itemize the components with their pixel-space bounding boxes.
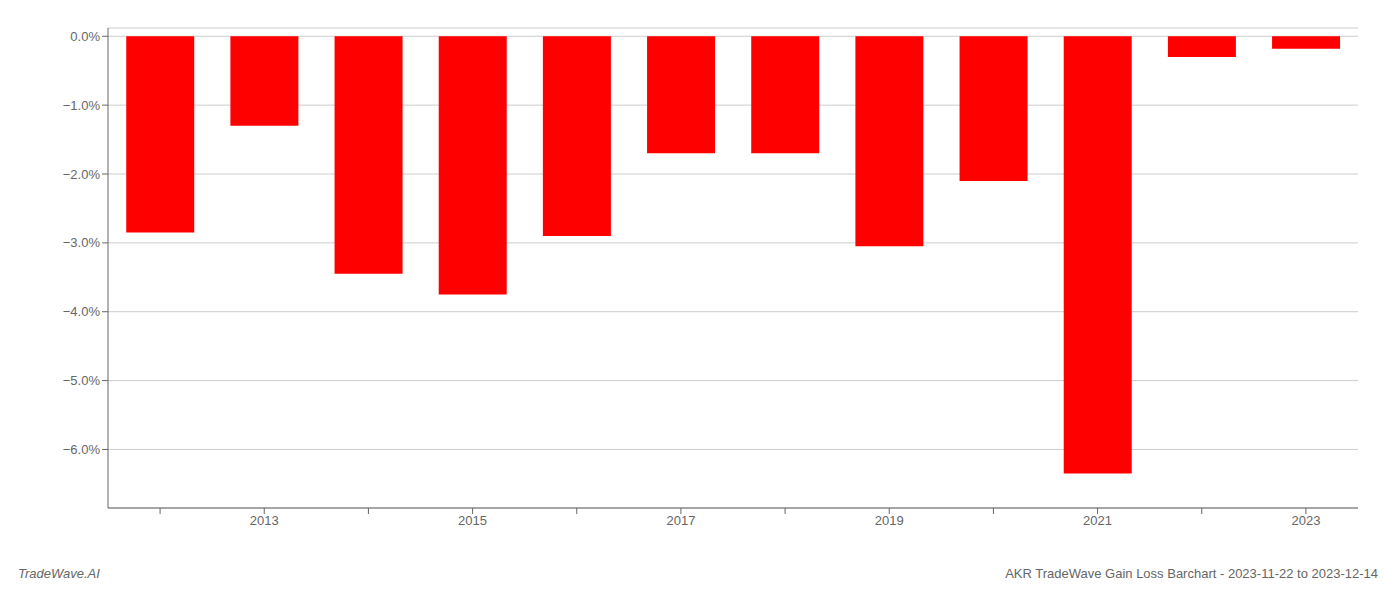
html-text:TradeWave.AI: TradeWave.AI: [18, 565, 100, 581]
html-text:AKR TradeWave Gain Loss Barcha: AKR TradeWave Gain Loss Barchart - 2023-…: [1005, 565, 1378, 581]
svg-text:2021: 2021: [1083, 513, 1112, 528]
svg-text:−5.0%: −5.0%: [63, 373, 101, 388]
svg-text:2013: 2013: [250, 513, 279, 528]
svg-text:0.0%: 0.0%: [70, 29, 100, 44]
svg-text:2019: 2019: [875, 513, 904, 528]
svg-text:2015: 2015: [458, 513, 487, 528]
svg-text:−2.0%: −2.0%: [63, 167, 101, 182]
svg-text:−6.0%: −6.0%: [63, 442, 101, 457]
svg-text:−1.0%: −1.0%: [63, 98, 101, 113]
svg-text:2023: 2023: [1291, 513, 1320, 528]
svg-text:2017: 2017: [666, 513, 695, 528]
svg-text:−4.0%: −4.0%: [63, 304, 101, 319]
svg-text:−3.0%: −3.0%: [63, 235, 101, 250]
